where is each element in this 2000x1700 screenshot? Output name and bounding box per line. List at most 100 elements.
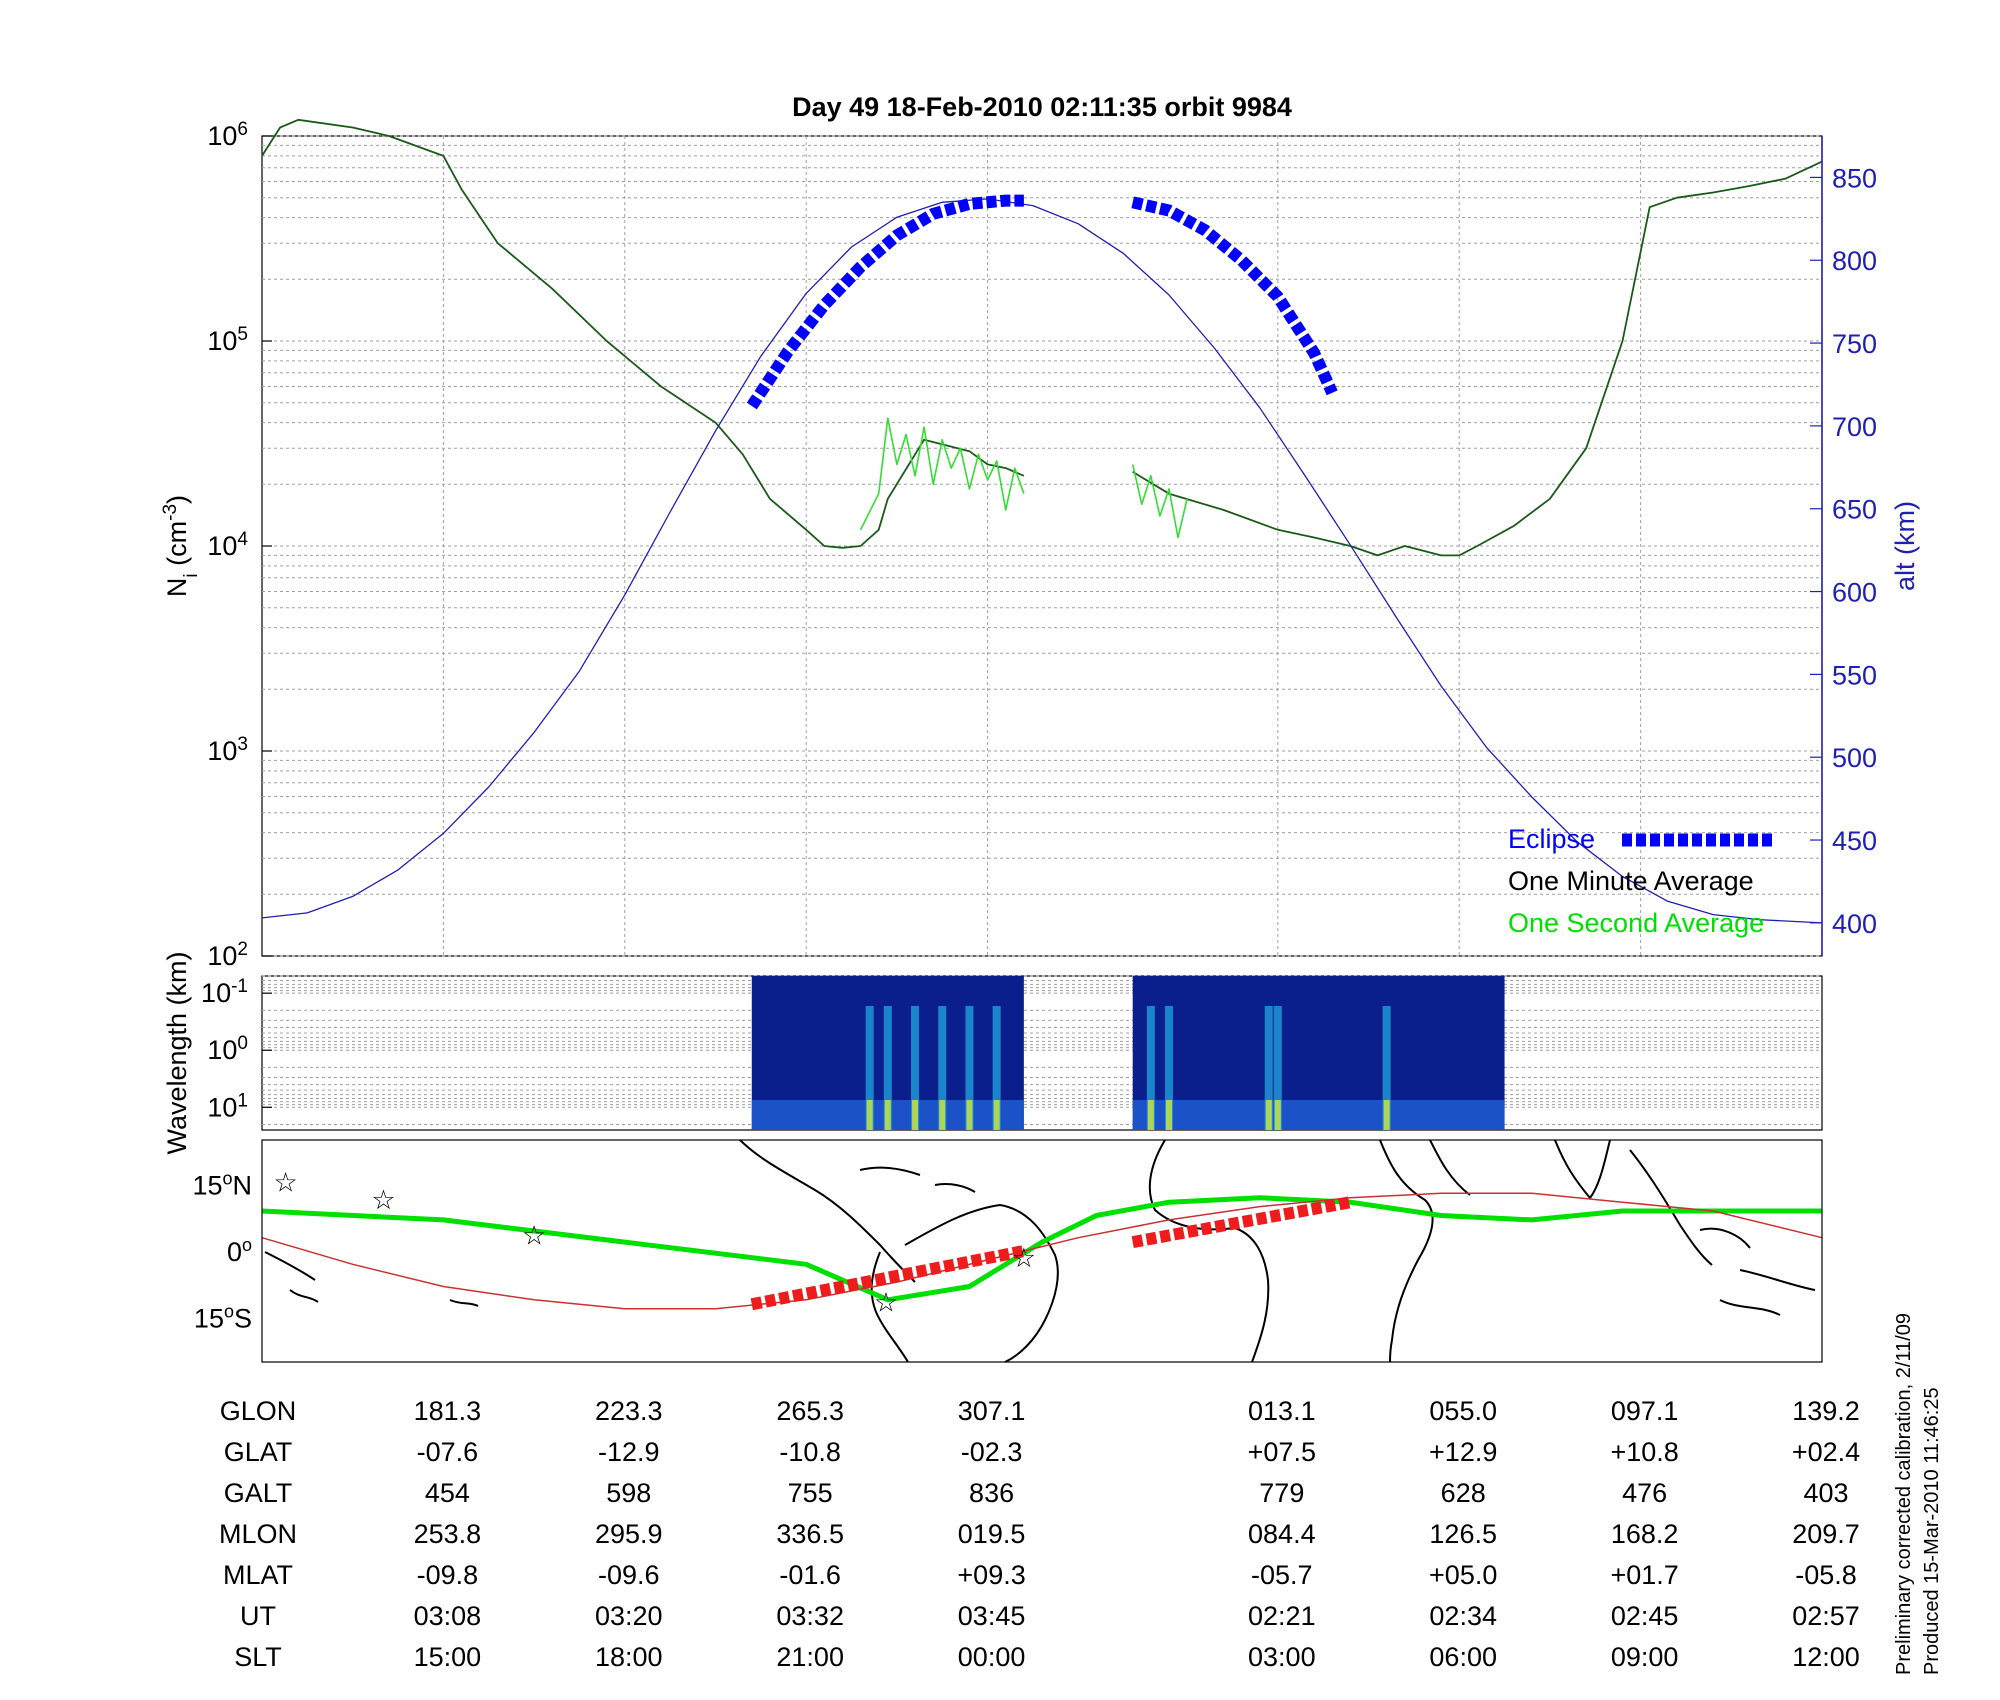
left-tick-label: 105 [207, 324, 248, 357]
right-tick-label: 600 [1832, 578, 1877, 608]
table-cell: 03:32 [776, 1601, 844, 1631]
right-tick-label: 700 [1832, 412, 1877, 442]
wavelength-tick-label: 100 [207, 1033, 248, 1066]
eclipse-segment [1131, 196, 1338, 396]
coastline-south-america-west [870, 1251, 909, 1363]
coastline-islands [1699, 1227, 1816, 1316]
table-cell: 09:00 [1611, 1642, 1679, 1672]
table-cell: 06:00 [1429, 1642, 1497, 1672]
table-cell: -01.6 [779, 1560, 841, 1590]
density-left-ticks: 102 103 104 105 106 [207, 119, 272, 971]
altitude-line [261, 198, 1823, 924]
spectrogram-band [911, 1006, 920, 1130]
spectrogram-lowband [1132, 1100, 1505, 1130]
table-cell: -05.8 [1795, 1560, 1857, 1590]
spectrogram-blocks [751, 976, 1505, 1130]
table-row-label: GALT [224, 1478, 293, 1508]
spectrogram-hotspot [1274, 1100, 1281, 1130]
density-series [261, 118, 1823, 924]
density-panel: 102 103 104 105 106 400 450 500 550 600 650 700 750… [160, 119, 1921, 972]
eclipse-segment [746, 194, 1024, 410]
table-cell: 168.2 [1611, 1519, 1679, 1549]
legend-second-label: One Second Average [1508, 908, 1764, 938]
spectrogram-hotspot [966, 1100, 973, 1130]
table-cell: 476 [1622, 1478, 1667, 1508]
wavelength-grid [262, 975, 1822, 1125]
one-minute-average-line [261, 118, 1025, 549]
coastline-india [1554, 1139, 1611, 1200]
table-cell: 019.5 [958, 1519, 1026, 1549]
legend: Eclipse One Minute Average One Second Av… [1508, 824, 1774, 938]
density-grid [262, 135, 1822, 957]
station-star-icon: ☆ [522, 1221, 546, 1251]
spectrogram-hotspot [993, 1100, 1000, 1130]
spectrogram-band [1382, 1006, 1391, 1130]
spectrogram-band [1273, 1006, 1282, 1130]
coastline-africa-east [1379, 1139, 1434, 1363]
table-cell: -10.8 [779, 1437, 841, 1467]
spectrogram-hotspot [939, 1100, 946, 1130]
table-cell: 02:45 [1611, 1601, 1679, 1631]
station-star-icon: ☆ [273, 1167, 297, 1197]
right-tick-label: 400 [1832, 909, 1877, 939]
station-star-icon: ☆ [371, 1185, 395, 1215]
table-row-label: GLAT [224, 1437, 293, 1467]
table-cell: -09.6 [598, 1560, 660, 1590]
table-cell: 03:20 [595, 1601, 663, 1631]
table-cell: +01.7 [1610, 1560, 1678, 1590]
spectrogram-band [1264, 1006, 1273, 1130]
table-cell: 403 [1803, 1478, 1848, 1508]
table-cell: 12:00 [1792, 1642, 1860, 1672]
one-second-average-line [1131, 464, 1188, 539]
map-panel: ☆ ☆ ☆ ☆ ☆ 15oN 0o 15oS [192, 1139, 1823, 1363]
table-row-label: UT [240, 1601, 276, 1631]
table-cell: 013.1 [1248, 1396, 1316, 1426]
table-cell: -02.3 [961, 1437, 1023, 1467]
eclipse-track-segment [750, 1245, 1026, 1311]
table-cell: 084.4 [1248, 1519, 1316, 1549]
table-row-label: MLAT [223, 1560, 293, 1590]
left-tick-label: 103 [207, 734, 248, 767]
table-cell: 181.3 [414, 1396, 482, 1426]
spectrogram-band [883, 1006, 892, 1130]
left-axis-label: Ni (cm-3) [160, 495, 202, 597]
ephemeris-table: GLON 181.3 223.3 265.3 307.1 013.1 055.0 097.1 1… [219, 1396, 1860, 1672]
table-cell: 15:00 [414, 1642, 482, 1672]
spectrogram-hotspot [1265, 1100, 1272, 1130]
spectrogram-hotspot [1147, 1100, 1154, 1130]
latitude-tick-label: 0o [227, 1235, 252, 1267]
table-row-label: SLT [234, 1642, 282, 1672]
table-cell: 03:08 [414, 1601, 482, 1631]
chart-title: Day 49 18-Feb-2010 02:11:35 orbit 9984 [792, 92, 1292, 122]
map-lat-ticks: 15oN 0o 15oS [192, 1168, 252, 1333]
table-cell: 253.8 [414, 1519, 482, 1549]
coastline-arabia [1429, 1139, 1471, 1196]
table-cell: 836 [969, 1478, 1014, 1508]
table-cell: 02:34 [1429, 1601, 1497, 1631]
table-cell: 307.1 [958, 1396, 1026, 1426]
table-cell: 055.0 [1429, 1396, 1497, 1426]
table-cell: -07.6 [417, 1437, 479, 1467]
latitude-tick-label: 15oN [192, 1168, 252, 1200]
right-tick-label: 650 [1832, 495, 1877, 525]
station-star-icon: ☆ [874, 1287, 898, 1317]
map-lines [261, 1192, 1823, 1311]
table-cell: +12.9 [1429, 1437, 1497, 1467]
coastline-southeast-asia [1629, 1149, 1713, 1266]
table-cell: 097.1 [1611, 1396, 1679, 1426]
table-cell: 223.3 [595, 1396, 663, 1426]
table-cell: -05.7 [1251, 1560, 1313, 1590]
spectrogram-band [1164, 1006, 1173, 1130]
table-cell: 18:00 [595, 1642, 663, 1672]
table-row-label: MLON [219, 1519, 297, 1549]
table-cell: -12.9 [598, 1437, 660, 1467]
coastlines [264, 1139, 1816, 1363]
produced-note: Produced 15-Mar-2010 11:46:25 [1921, 1387, 1943, 1675]
wavelength-axis-label: Wavelength (km) [162, 951, 192, 1154]
eclipse-track-segment [1131, 1196, 1352, 1249]
wavelength-ticks: 10-1 100 101 [201, 976, 272, 1122]
table-cell: +07.5 [1248, 1437, 1316, 1467]
table-cell: 21:00 [776, 1642, 844, 1672]
legend-eclipse-label: Eclipse [1508, 824, 1595, 854]
